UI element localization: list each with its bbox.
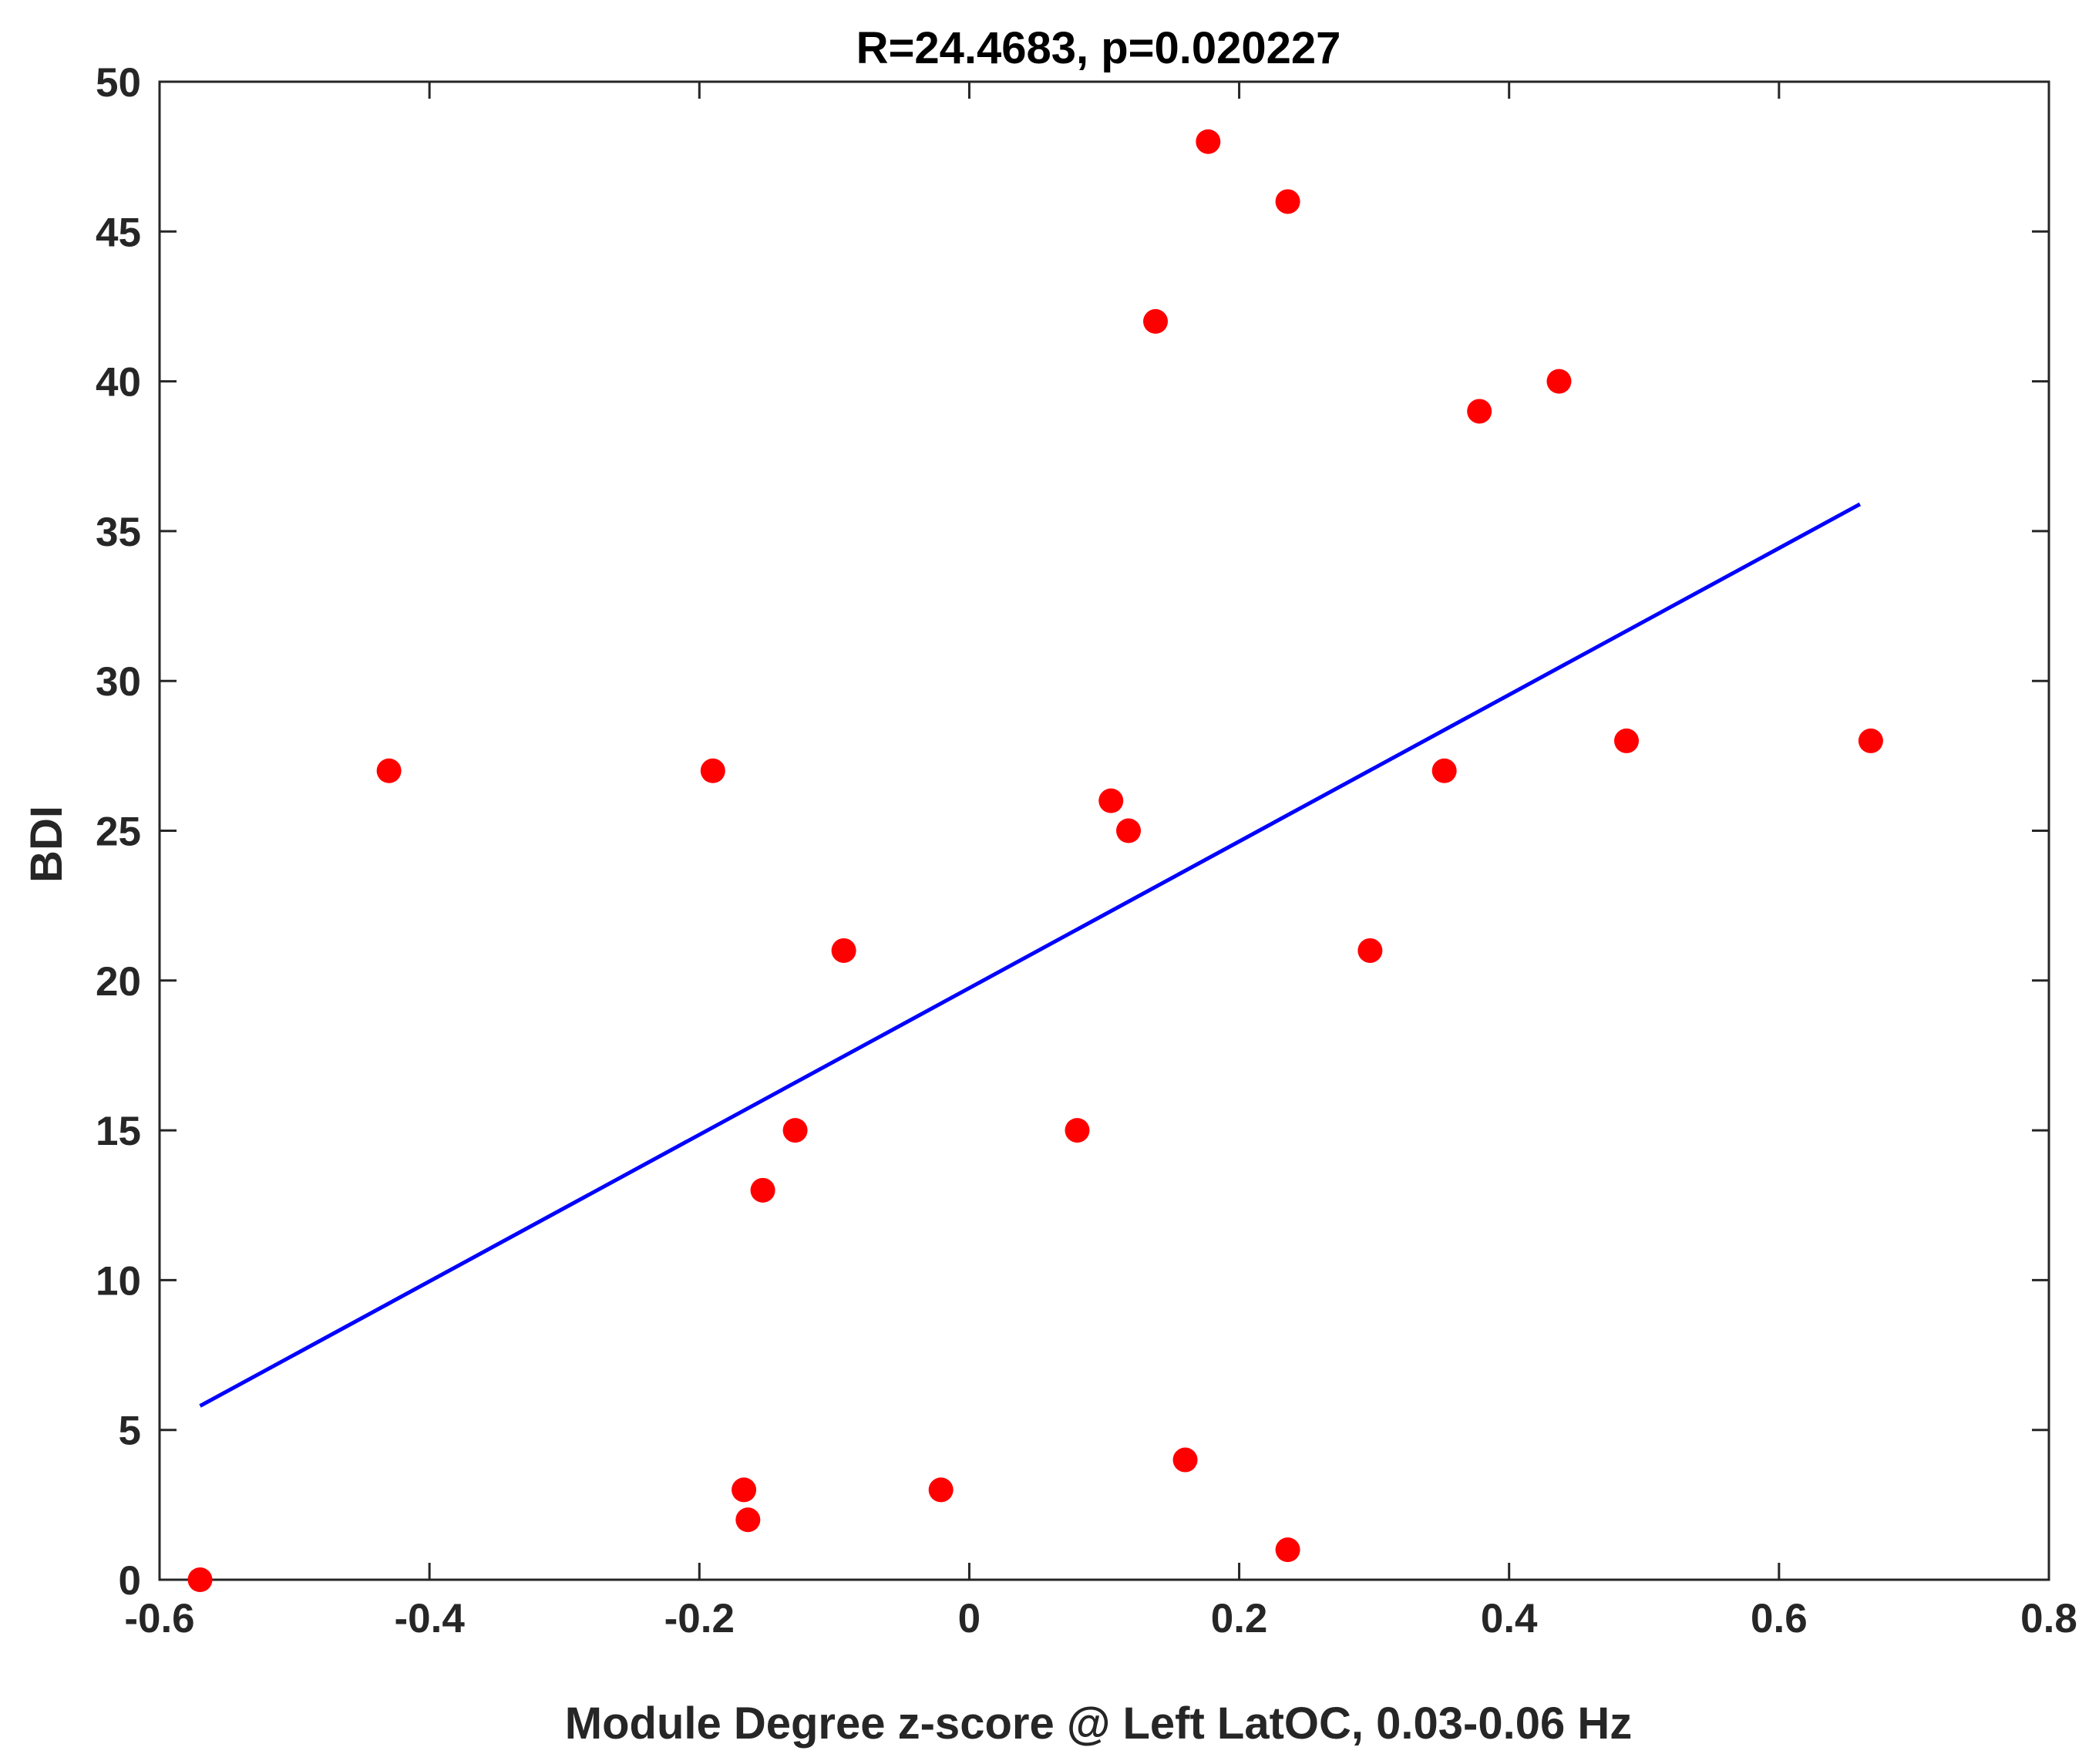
x-tick-label: 0.8 [2020,1596,2077,1641]
x-tick-label: -0.6 [124,1596,194,1641]
y-axis-label: BDI [22,806,72,883]
y-tick-label: 30 [96,659,141,705]
y-tick-label: 50 [96,60,141,106]
y-tick-label: 45 [96,210,141,255]
data-point [1546,369,1572,394]
data-point [831,938,856,963]
y-tick-label: 0 [119,1558,141,1604]
data-point [700,758,725,783]
data-point [735,1507,761,1533]
x-tick-label: -0.4 [394,1596,465,1641]
data-point [782,1118,808,1143]
data-point [1614,728,1640,753]
data-point [1065,1118,1090,1143]
y-tick-label: 15 [96,1109,141,1154]
data-point [1196,129,1221,154]
data-point [1172,1447,1198,1473]
y-tick-label: 35 [96,510,141,555]
x-axis-label: Module Degree z-score @ Left LatOC, 0.03… [565,1698,1632,1749]
data-point [928,1477,954,1503]
data-point [1357,938,1383,963]
x-tick-label: 0 [958,1596,981,1641]
y-tick-label: 5 [119,1409,141,1454]
y-tick-label: 10 [96,1258,141,1304]
y-tick-label: 20 [96,959,141,1005]
x-tick-label: 0.4 [1481,1596,1538,1641]
data-point [1275,189,1300,214]
plot-area: -0.6 -0.4 -0.2 0 0.2 0.4 0.6 0.8 0 5 10 15 20 25 30 35 4… [96,60,2077,1641]
data-point [1467,399,1492,424]
data-point [376,758,402,783]
data-point [1858,728,1883,753]
chart-title: R=24.4683, p=0.020227 [856,23,1341,73]
regression-line [199,502,1862,1408]
data-point [1143,308,1169,334]
data-point [732,1477,757,1503]
x-tick-label: -0.2 [664,1596,735,1641]
data-point [1116,818,1142,843]
data-point [187,1567,213,1592]
data-point [1275,1537,1300,1563]
data-point [1431,758,1457,783]
y-tick-label: 25 [96,810,141,855]
data-point [1098,788,1124,813]
y-tick-label: 40 [96,360,141,406]
x-tick-label: 0.6 [1751,1596,1808,1641]
x-tick-label: 0.2 [1211,1596,1268,1641]
data-point [750,1177,775,1203]
